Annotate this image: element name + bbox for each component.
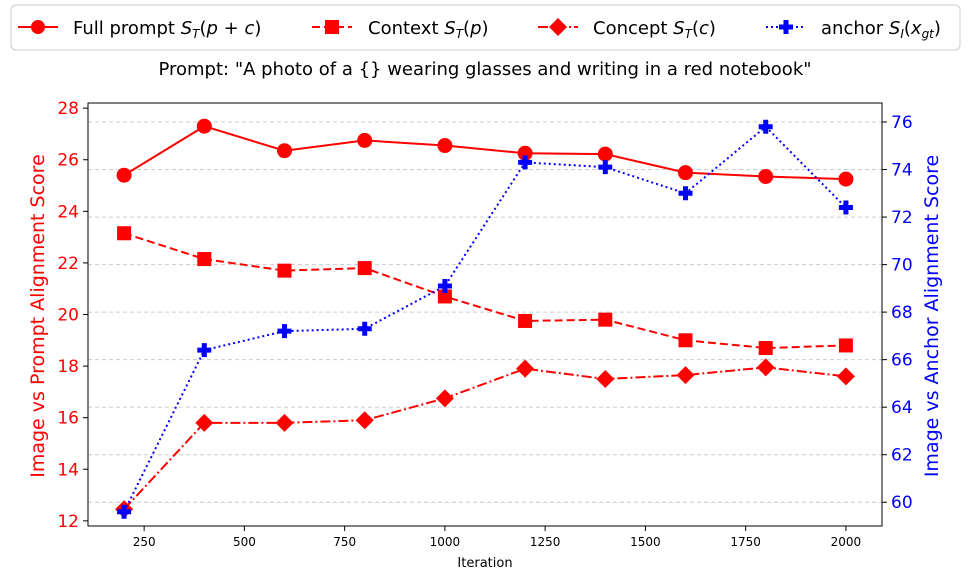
legend-frame (10, 4, 961, 51)
data-point-diamond (596, 369, 615, 388)
data-point-square (678, 333, 693, 348)
data-point-plus (838, 200, 853, 215)
plot-frame (87, 102, 883, 527)
y-tick-label-left: 12 (57, 512, 79, 532)
data-point-square (117, 226, 132, 241)
data-point-circle (758, 169, 774, 185)
y-tick-label-left: 18 (57, 357, 79, 377)
data-point-plus (277, 324, 292, 339)
data-point-circle (357, 132, 373, 148)
series-line (123, 232, 846, 350)
data-point-circle (678, 165, 694, 181)
series-layer (115, 118, 855, 519)
y-tick-label-right: 76 (891, 113, 913, 133)
y-tick-label-left: 24 (57, 202, 79, 222)
data-point-circle (597, 146, 613, 162)
legend-marker-circle (31, 20, 45, 34)
x-tick-label: 1750 (730, 535, 761, 549)
y-tick-label-left: 22 (57, 254, 79, 274)
y-tick-label-right: 68 (891, 303, 913, 323)
data-point-plus (117, 504, 132, 519)
data-point-plus (357, 321, 372, 336)
legend-entry-anchor: anchor SI(xgt) (766, 18, 941, 41)
legend-entry-full-prompt: Full prompt ST(p + c) (18, 18, 261, 41)
legend-marker-square (325, 20, 339, 34)
data-point-circle (276, 143, 292, 159)
y-tick-label-left: 28 (57, 99, 79, 119)
y-tick-label-right: 64 (891, 398, 913, 418)
legend-label-context: Context ST(p) (368, 18, 489, 41)
data-point-plus (518, 155, 533, 170)
x-tick-label: 1250 (530, 535, 561, 549)
series-line (123, 125, 847, 513)
legend-label-anchor: anchor SI(xgt) (821, 18, 941, 41)
x-tick-label: 250 (133, 535, 156, 549)
legend-label-full-prompt: Full prompt ST(p + c) (73, 18, 261, 41)
legend: Full prompt ST(p + c) Context ST(p) Conc… (10, 4, 961, 51)
data-point-square (838, 338, 853, 353)
axes: 12 14 16 18 20 22 24 26 28 60 62 64 66 68 70 72 74 76 250 5… (57, 99, 912, 549)
data-point-diamond (516, 359, 535, 378)
data-point-plus (598, 160, 613, 175)
data-point-square (758, 341, 773, 356)
y-tick-label-right: 60 (891, 493, 913, 513)
y-tick-label-right: 62 (891, 446, 913, 466)
x-tick-label: 2000 (831, 535, 862, 549)
legend-marker-plus (779, 20, 793, 34)
y-axis-label-left: Image vs Prompt Alignment Score (27, 154, 49, 478)
series-2 (115, 358, 855, 519)
data-point-diamond (756, 358, 775, 377)
data-point-plus (197, 343, 212, 358)
data-point-circle (196, 118, 212, 134)
series-0 (116, 118, 854, 187)
x-axis-label: Iteration (457, 556, 512, 571)
data-point-plus (437, 278, 452, 293)
y-axis-label-right: Image vs Anchor Alignment Score (921, 155, 943, 477)
data-point-circle (517, 145, 533, 161)
y-tick-label-right: 66 (891, 351, 913, 371)
x-tick-label: 1000 (430, 535, 461, 549)
data-point-diamond (275, 413, 294, 432)
series-1 (117, 226, 853, 356)
data-point-square (357, 261, 372, 276)
data-point-circle (437, 138, 453, 154)
data-point-square (598, 312, 613, 327)
data-point-diamond (836, 367, 855, 386)
grid (88, 121, 882, 503)
y-tick-label-left: 16 (57, 409, 79, 429)
data-point-diamond (676, 366, 695, 385)
legend-marker-diamond (549, 18, 567, 36)
data-point-circle (116, 167, 132, 183)
series-line (123, 366, 847, 510)
data-point-square (277, 263, 292, 278)
y-tick-label-left: 26 (57, 151, 79, 171)
y-tick-label-left: 14 (57, 460, 79, 480)
y-tick-label-right: 70 (891, 256, 913, 276)
x-tick-label: 750 (333, 535, 356, 549)
data-point-diamond (435, 389, 454, 408)
chart-title: Prompt: "A photo of a {} wearing glasses… (158, 59, 811, 80)
x-tick-label: 500 (233, 535, 256, 549)
y-tick-label-right: 72 (891, 208, 913, 228)
data-point-circle (838, 171, 854, 187)
y-tick-label-right: 74 (891, 161, 913, 181)
data-point-plus (678, 186, 693, 201)
series-3 (117, 119, 853, 519)
x-tick-label: 1500 (630, 535, 661, 549)
y-tick-label-left: 20 (57, 306, 79, 326)
legend-label-concept: Concept ST(c) (593, 18, 716, 41)
series-line (123, 125, 846, 181)
data-point-square (197, 252, 212, 267)
data-point-square (518, 313, 533, 328)
data-point-diamond (195, 413, 214, 432)
data-point-square (437, 289, 452, 304)
data-point-plus (758, 119, 773, 134)
data-point-diamond (355, 411, 374, 430)
